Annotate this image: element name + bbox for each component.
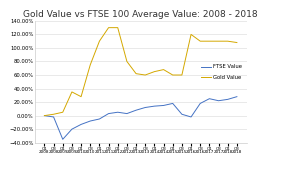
FTSE Value xyxy=(171,102,175,104)
FTSE Value xyxy=(235,96,239,98)
FTSE Value xyxy=(43,114,46,117)
Gold Value xyxy=(198,40,202,42)
Line: Gold Value: Gold Value xyxy=(44,28,237,116)
Gold Value xyxy=(116,27,119,29)
Gold Value xyxy=(107,27,110,29)
FTSE Value xyxy=(217,100,220,102)
Gold Value xyxy=(162,69,165,71)
FTSE Value xyxy=(198,102,202,104)
Gold Value xyxy=(79,96,83,98)
Gold Value xyxy=(226,40,229,42)
FTSE Value xyxy=(52,116,55,118)
FTSE Value xyxy=(162,104,165,106)
Gold Value xyxy=(88,64,92,66)
Legend: FTSE Value, Gold Value: FTSE Value, Gold Value xyxy=(199,62,244,82)
Gold Value xyxy=(235,41,239,44)
FTSE Value xyxy=(70,128,74,130)
Gold Value xyxy=(208,40,211,42)
FTSE Value xyxy=(107,113,110,115)
Gold Value xyxy=(70,91,74,93)
Title: Gold Value vs FTSE 100 Average Value: 2008 - 2018: Gold Value vs FTSE 100 Average Value: 20… xyxy=(23,10,258,19)
FTSE Value xyxy=(79,123,83,125)
Gold Value xyxy=(189,33,193,35)
Gold Value xyxy=(98,40,101,42)
Gold Value xyxy=(134,73,138,75)
Gold Value xyxy=(144,74,147,76)
Gold Value xyxy=(180,74,184,76)
Gold Value xyxy=(61,111,64,113)
Gold Value xyxy=(43,114,46,117)
Gold Value xyxy=(217,40,220,42)
FTSE Value xyxy=(125,113,129,115)
FTSE Value xyxy=(134,109,138,111)
Line: FTSE Value: FTSE Value xyxy=(44,97,237,139)
Gold Value xyxy=(125,60,129,62)
FTSE Value xyxy=(61,138,64,140)
Gold Value xyxy=(52,113,55,115)
FTSE Value xyxy=(189,116,193,118)
FTSE Value xyxy=(116,111,119,113)
FTSE Value xyxy=(98,118,101,120)
FTSE Value xyxy=(180,113,184,115)
Gold Value xyxy=(171,74,175,76)
FTSE Value xyxy=(88,120,92,122)
FTSE Value xyxy=(226,98,229,100)
FTSE Value xyxy=(144,106,147,109)
Gold Value xyxy=(153,71,156,73)
FTSE Value xyxy=(153,105,156,107)
FTSE Value xyxy=(208,98,211,100)
